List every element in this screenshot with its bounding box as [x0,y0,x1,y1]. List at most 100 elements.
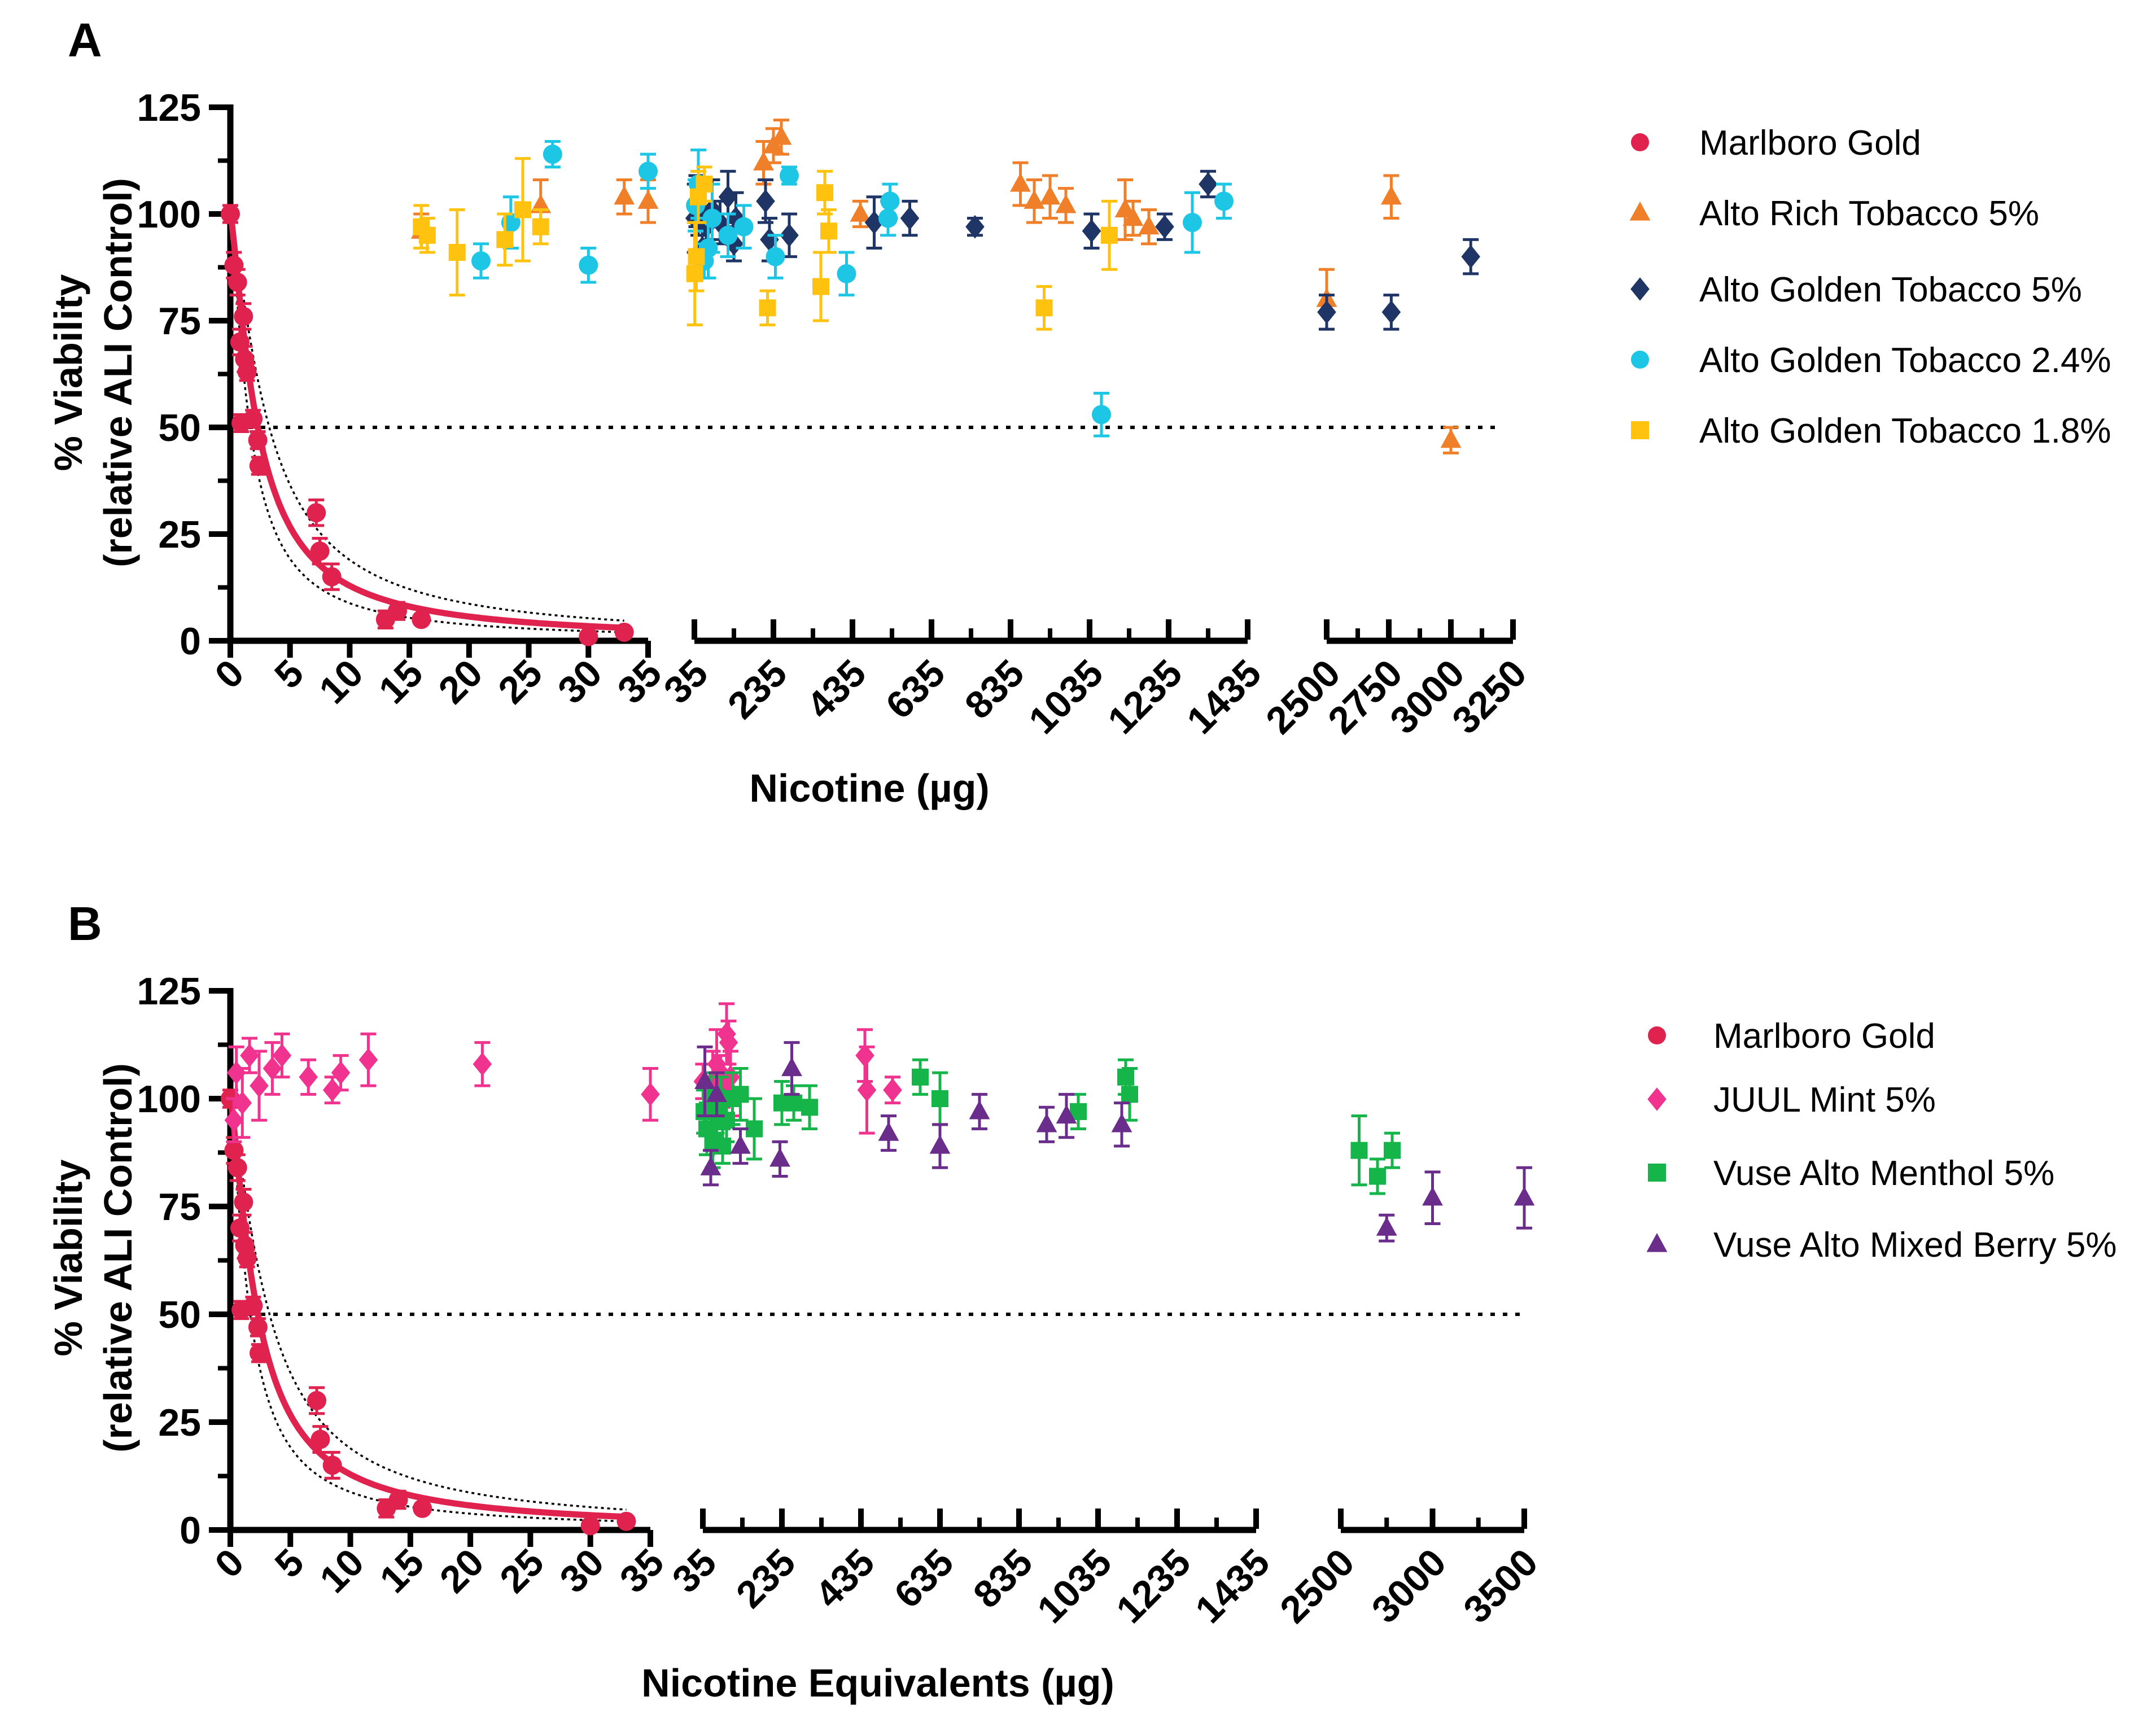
data-point [1369,1168,1386,1185]
x-tick-label: 1235 [1100,652,1191,742]
legend-label: Marlboro Gold [1713,1017,1935,1056]
data-point [1101,226,1118,244]
data-point [753,151,774,170]
data-point [780,224,799,247]
data-point [543,145,562,164]
data-point [224,255,244,275]
x-tick-label: 25 [492,1541,552,1601]
data-point [732,1086,749,1103]
data-point [358,1048,378,1072]
x-tick-label: 2500 [1272,1541,1363,1632]
y-tick-label: 75 [158,300,201,343]
data-point [785,1094,802,1112]
fit-ci-lower [229,1098,627,1523]
data-point [234,1192,253,1212]
fit-ci-lower [229,213,624,633]
x-tick-label: 435 [807,1541,883,1616]
data-point [322,1078,342,1102]
data-point [579,255,598,275]
x-tick-label: 635 [886,1541,962,1616]
y-tick-label: 25 [158,513,201,556]
x-tick-label: 235 [720,652,795,727]
data-point [243,409,263,429]
data-point [228,272,247,292]
data-point [1138,215,1160,235]
y-tick-label: 0 [180,620,201,663]
data-point [820,222,837,240]
legend-label: Alto Rich Tobacco 5% [1699,194,2039,233]
legend-label: Vuse Alto Mixed Berry 5% [1713,1226,2116,1265]
data-point [1422,1186,1443,1206]
data-point [230,1218,250,1238]
data-point [579,627,598,646]
x-tick-label: 10 [311,652,371,712]
x-tick-label: 835 [965,1541,1041,1616]
data-point [850,203,871,222]
data-point [272,1043,292,1068]
data-point [514,201,531,218]
data-point [532,218,549,235]
data-point [883,1078,902,1102]
data-point [471,251,491,271]
data-point [1381,300,1401,324]
series-alto-rich-tobacco-5- [410,119,1462,454]
series-marlboro-gold [221,204,634,646]
x-tick-label: 3250 [1444,652,1535,742]
data-point [311,1429,330,1449]
legend-marker [1629,202,1651,221]
data-point [413,1498,432,1518]
y-tick-label: 25 [158,1401,201,1444]
data-point [718,185,738,209]
x-tick-label: 3500 [1455,1541,1546,1632]
data-point [448,244,466,261]
data-point [1039,185,1061,205]
x-tick-label: 635 [878,652,954,727]
data-point [965,215,985,239]
data-point [307,503,326,523]
data-point [769,1147,790,1167]
x-tick-label: 1435 [1179,652,1270,742]
legend-label: JUUL Mint 5% [1713,1081,1936,1120]
panel-letter: A [68,14,102,67]
x-tick-label: 35 [664,1541,724,1601]
data-point [702,208,722,228]
data-point [639,161,658,181]
panel-letter: B [68,897,102,950]
data-point [388,601,407,621]
data-point [243,1296,263,1315]
data-point [688,248,705,265]
data-point [249,456,269,476]
data-point [263,1056,282,1081]
x-tick-label: 15 [371,1541,432,1601]
data-point [781,1057,802,1077]
data-point [1461,244,1480,269]
data-point [759,299,776,317]
x-tick-label: 15 [371,652,431,712]
y-tick-label: 100 [137,1078,201,1121]
data-point [1092,405,1111,425]
legend-label: Alto Golden Tobacco 2.4% [1699,341,2111,380]
series-vuse-alto-mixed-berry-5- [694,1041,1535,1243]
data-point [718,225,738,245]
fit-curve [227,213,624,631]
legend-marker [1646,1233,1668,1252]
y-axis-title-line2: (relative ALI Control) [96,178,140,567]
data-point [700,1156,721,1175]
data-point [224,1108,244,1132]
data-point [1122,207,1144,226]
data-point [228,1158,247,1178]
data-point [756,189,775,213]
data-point [912,1068,929,1086]
legend-label: Alto Golden Tobacco 1.8% [1699,412,2111,451]
data-point [473,1052,492,1076]
data-point [734,217,754,237]
data-point [1111,1113,1132,1133]
y-axis-title-line2: (relative ALI Control) [96,1063,140,1453]
data-point [766,247,785,266]
x-tick-label: 30 [552,1541,612,1601]
data-point [1350,1142,1368,1159]
data-point [616,1511,636,1531]
data-point [388,1490,408,1510]
